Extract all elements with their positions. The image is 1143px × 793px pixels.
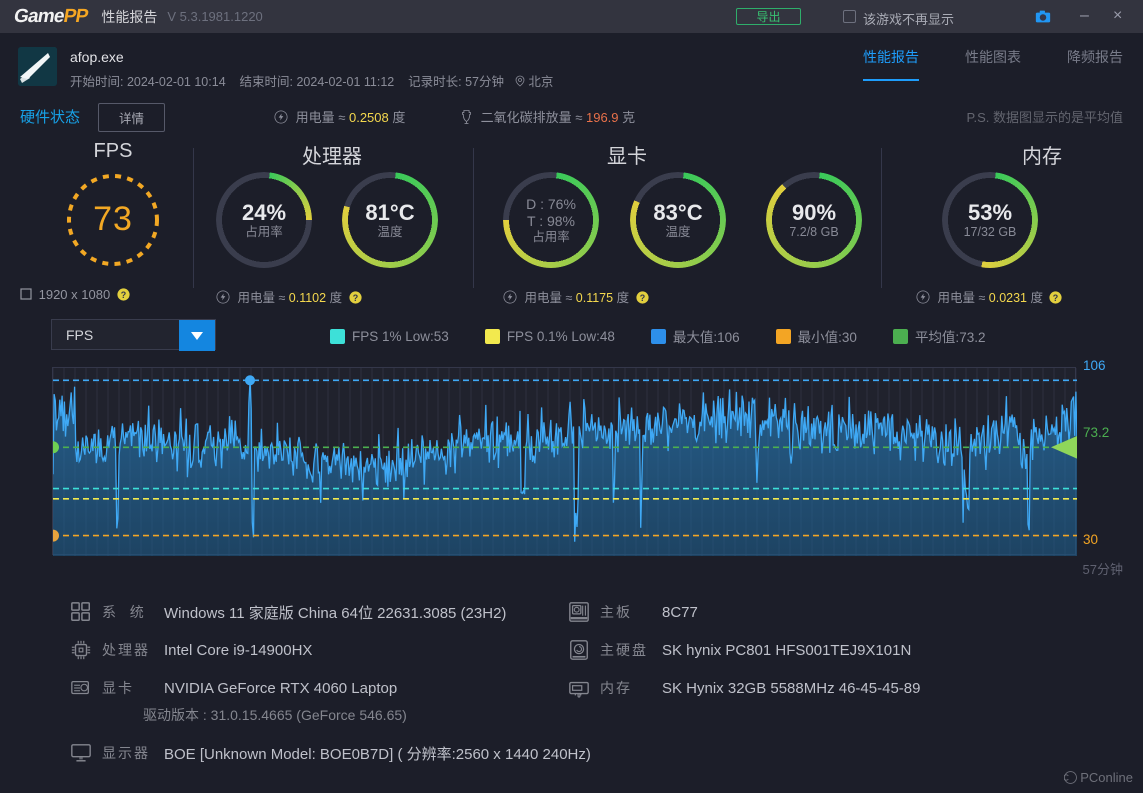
- svg-text:?: ?: [1053, 293, 1058, 303]
- svg-text:?: ?: [639, 293, 644, 303]
- svg-text:?: ?: [352, 293, 357, 303]
- svg-text:?: ?: [121, 290, 126, 300]
